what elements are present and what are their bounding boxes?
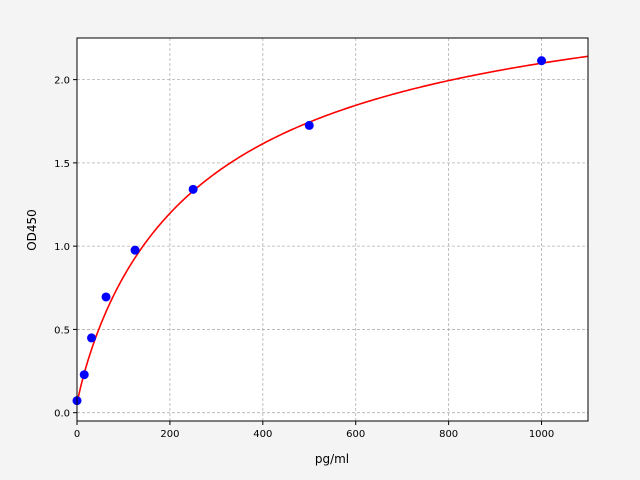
y-tick-label: 1.5 — [54, 159, 70, 170]
data-point — [79, 370, 89, 380]
data-point — [537, 56, 547, 66]
y-tick-label: 2.0 — [54, 76, 70, 87]
y-tick-label: 0.5 — [54, 325, 70, 336]
y-axis: 0.0 0.5 1.0 1.5 2.0 — [54, 76, 77, 420]
x-axis-label: pg/ml — [315, 452, 349, 466]
plot-frame — [76, 37, 589, 422]
plot-area — [77, 38, 588, 421]
data-point — [304, 120, 314, 130]
y-tick-label: 0.0 — [54, 409, 70, 420]
data-point — [101, 292, 111, 302]
x-tick-label: 0 — [74, 429, 80, 440]
x-axis: 0 200 400 600 800 1000 — [74, 421, 554, 440]
data-point — [188, 184, 198, 194]
x-tick-label: 200 — [160, 429, 179, 440]
y-axis-label: OD450 — [25, 209, 39, 251]
data-point — [87, 333, 97, 343]
x-tick-label: 400 — [253, 429, 272, 440]
y-tick-label: 1.0 — [54, 242, 70, 253]
data-point — [130, 245, 140, 255]
x-tick-label: 800 — [439, 429, 458, 440]
fit-curve-line — [76, 55, 589, 405]
x-tick-label: 600 — [346, 429, 365, 440]
fit-curve-group — [76, 55, 589, 405]
x-tick-label: 1000 — [529, 429, 554, 440]
